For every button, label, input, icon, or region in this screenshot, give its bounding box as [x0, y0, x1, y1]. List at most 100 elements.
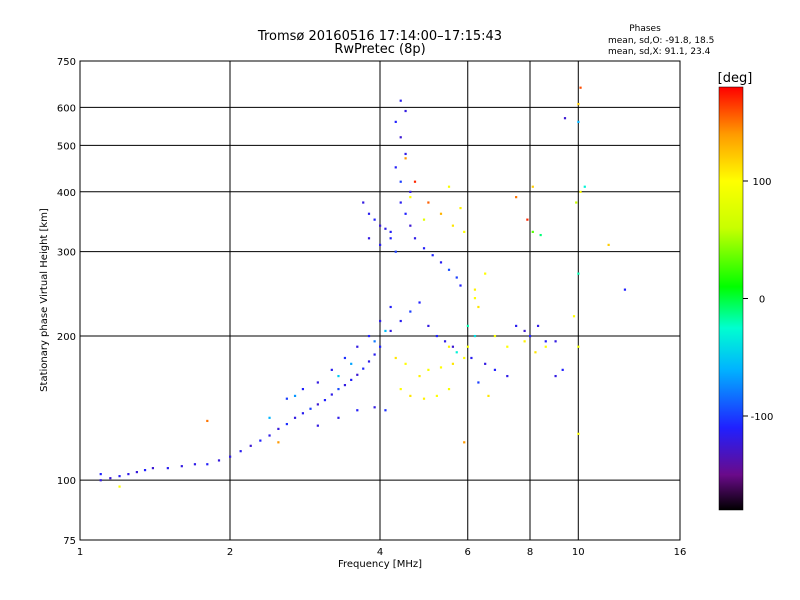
- y-tick-label: 100: [57, 476, 76, 487]
- data-point: [143, 469, 147, 472]
- data-point: [409, 310, 412, 313]
- data-point: [180, 465, 183, 468]
- data-point: [539, 233, 542, 237]
- data-point: [607, 243, 610, 246]
- x-axis-ticks: 1 2 4 6 8 10 16: [77, 547, 687, 558]
- x-tick-label: 2: [227, 547, 233, 558]
- data-point: [259, 439, 262, 442]
- data-point: [451, 345, 455, 348]
- data-point: [466, 324, 469, 328]
- data-point: [389, 230, 392, 233]
- data-point: [118, 475, 121, 478]
- data-point: [293, 416, 297, 419]
- data-point: [463, 230, 466, 233]
- data-point: [463, 441, 466, 444]
- data-point: [477, 381, 480, 384]
- data-point: [99, 473, 102, 476]
- data-point: [529, 334, 532, 338]
- data-point: [277, 427, 280, 431]
- data-point: [356, 409, 359, 412]
- data-point: [455, 351, 458, 354]
- x-tick-label: 8: [527, 547, 533, 558]
- data-point: [554, 374, 557, 378]
- data-point: [330, 393, 333, 396]
- data-point: [404, 362, 407, 365]
- data-point: [193, 463, 197, 466]
- x-tick-label: 6: [465, 547, 471, 558]
- data-point: [493, 334, 497, 338]
- data-point: [447, 345, 451, 348]
- data-point: [367, 360, 371, 363]
- data-point: [217, 459, 221, 462]
- data-point: [399, 319, 402, 323]
- data-point: [323, 399, 327, 402]
- data-point: [309, 407, 312, 410]
- data-point: [166, 467, 169, 470]
- data-point: [99, 479, 102, 482]
- data-point: [343, 356, 347, 360]
- data-point: [523, 329, 526, 333]
- data-point: [379, 224, 382, 227]
- data-point: [206, 463, 209, 466]
- data-point: [422, 397, 426, 400]
- y-tick-label: 750: [57, 57, 76, 68]
- data-point: [577, 102, 580, 106]
- y-tick-label: 400: [57, 188, 76, 199]
- data-point: [455, 276, 458, 279]
- chart-title: Tromsø 20160516 17:14:00–17:15:43: [257, 29, 502, 44]
- data-point: [583, 185, 586, 188]
- y-tick-label: 75: [63, 536, 76, 547]
- data-point: [350, 362, 353, 365]
- x-tick-label: 1: [77, 547, 83, 558]
- data-point: [439, 212, 443, 215]
- data-point: [367, 212, 371, 215]
- data-point: [330, 368, 333, 371]
- data-point: [394, 250, 397, 253]
- data-point: [356, 373, 359, 376]
- data-point: [367, 334, 371, 338]
- data-point: [579, 190, 582, 193]
- data-point: [523, 340, 526, 343]
- colorbar: [718, 86, 744, 511]
- data-point: [373, 353, 376, 356]
- data-point: [343, 383, 347, 387]
- colorbar-ticks: 100 0 -100: [743, 177, 773, 423]
- y-tick-label: 200: [57, 332, 76, 343]
- data-point: [459, 206, 462, 210]
- data-point: [316, 403, 319, 406]
- x-tick-label: 16: [674, 547, 687, 558]
- data-point: [285, 397, 288, 400]
- data-point: [268, 416, 271, 419]
- data-point: [409, 190, 412, 193]
- data-point: [477, 305, 480, 309]
- data-point: [399, 136, 402, 139]
- data-point: [506, 345, 509, 348]
- data-point: [316, 424, 319, 427]
- chart-subtitle: RwPretec (8p): [334, 42, 425, 57]
- data-point: [473, 288, 477, 291]
- x-axis-label: Frequency [MHz]: [338, 559, 422, 570]
- data-point: [409, 196, 412, 199]
- data-point: [118, 485, 121, 488]
- y-tick-label: 300: [57, 248, 76, 259]
- data-point: [239, 450, 242, 453]
- data-point: [384, 329, 387, 333]
- data-point: [526, 218, 529, 221]
- x-tick-label: 4: [377, 547, 383, 558]
- data-point: [389, 237, 392, 240]
- data-point: [151, 467, 155, 470]
- data-point: [277, 441, 280, 444]
- y-tick-label: 500: [57, 141, 76, 152]
- data-point: [285, 422, 288, 426]
- data-point: [431, 254, 434, 257]
- data-point: [413, 180, 417, 183]
- data-point: [466, 345, 469, 348]
- y-axis-label: Stationary phase Virtual Height [km]: [39, 208, 50, 392]
- grid-lines: [80, 61, 680, 540]
- data-point: [293, 394, 297, 398]
- data-point: [463, 356, 466, 360]
- data-point: [127, 473, 130, 476]
- data-point: [575, 201, 578, 204]
- phases-box-line-x: mean, sd,X: 91.1, 23.4: [608, 47, 711, 57]
- data-point: [544, 345, 547, 348]
